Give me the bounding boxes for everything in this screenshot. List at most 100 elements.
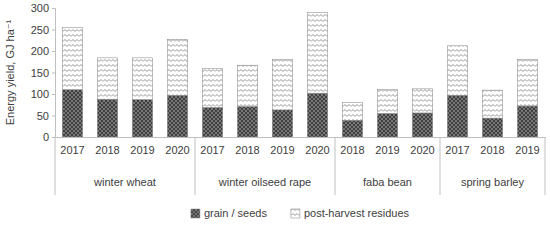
- bar-segment: [272, 110, 292, 137]
- bar-segment: [62, 90, 82, 137]
- legend-swatch: [291, 209, 300, 218]
- bar-segment: [412, 89, 432, 113]
- y-tick-label: 250: [31, 24, 49, 36]
- bar-segment: [517, 106, 537, 137]
- bar-segment: [237, 106, 257, 137]
- y-tick-mark: [52, 8, 55, 9]
- group-separator: [335, 137, 336, 195]
- bar-segment: [202, 107, 222, 137]
- y-tick-mark: [52, 116, 55, 117]
- y-tick-label: 50: [37, 110, 49, 122]
- x-tick-label: 2017: [200, 144, 224, 156]
- x-tick: 2018: [95, 144, 119, 156]
- group-separator: [55, 137, 56, 195]
- x-tick-label: 2018: [235, 144, 259, 156]
- y-tick: 50: [37, 110, 55, 122]
- bar-segment: [97, 58, 117, 99]
- chart: 0501001502002503002017201820192020201720…: [0, 0, 550, 225]
- bar-segment: [377, 90, 397, 114]
- x-tick-label: 2020: [410, 144, 434, 156]
- y-axis: 0 50 100 150 200 250 300: [31, 2, 56, 143]
- x-tick-label: 2019: [270, 144, 294, 156]
- y-tick-label: 200: [31, 45, 49, 57]
- x-tick: 2017: [200, 144, 224, 156]
- x-tick: 2019: [375, 144, 399, 156]
- y-tick: 300: [31, 2, 55, 14]
- y-tick-mark: [52, 30, 55, 31]
- bar-segment: [132, 100, 152, 137]
- x-tick: 2017: [445, 144, 469, 156]
- x-tick: 2020: [305, 144, 329, 156]
- bar-segment: [307, 13, 327, 93]
- bar-segment: [167, 39, 187, 95]
- x-tick-label: 2017: [445, 144, 469, 156]
- plot: 0501001502002503002017201820192020201720…: [31, 2, 546, 195]
- legend: grain / seeds post-harvest residues: [191, 207, 410, 219]
- x-axis-line: [56, 137, 546, 138]
- bar-segment: [342, 103, 362, 121]
- bar-segment: [412, 113, 432, 137]
- group-label: faba bean: [363, 176, 412, 188]
- y-tick-label: 0: [43, 131, 49, 143]
- x-tick-label: 2019: [515, 144, 539, 156]
- bar-segment: [517, 60, 537, 106]
- group-label: winter wheat: [93, 176, 156, 188]
- group-separator: [440, 137, 441, 195]
- x-tick: 2020: [410, 144, 434, 156]
- legend-swatch: [191, 209, 200, 218]
- y-tick: 200: [31, 45, 55, 57]
- x-tick-label: 2019: [130, 144, 154, 156]
- x-tick: 2019: [515, 144, 539, 156]
- legend-label: post-harvest residues: [304, 207, 410, 219]
- y-tick-mark: [52, 94, 55, 95]
- group-label: spring barley: [461, 176, 524, 188]
- x-tick-label: 2018: [480, 144, 504, 156]
- x-tick: 2018: [235, 144, 259, 156]
- legend-label: grain / seeds: [204, 207, 267, 219]
- x-tick: 2019: [270, 144, 294, 156]
- x-axis: 2017 2018 2019 2020 2017 2018 2019 2020 2018 2019…: [56, 138, 546, 156]
- group-label: winter oilseed rape: [218, 176, 311, 188]
- bar-segment: [167, 95, 187, 137]
- series-bars: [62, 13, 537, 121]
- group-separator: [195, 137, 196, 195]
- x-tick-label: 2018: [340, 144, 364, 156]
- x-tick: 2018: [340, 144, 364, 156]
- bar-segment: [447, 95, 467, 137]
- x-tick: 2017: [60, 144, 84, 156]
- group-separator: [545, 137, 546, 195]
- bar-segment: [447, 46, 467, 95]
- bar-segment: [482, 118, 502, 137]
- bar-segment: [342, 120, 362, 137]
- bar-segment: [377, 113, 397, 137]
- x-tick-label: 2018: [95, 144, 119, 156]
- bars: [62, 13, 537, 137]
- x-tick: 2020: [165, 144, 189, 156]
- y-tick-label: 300: [31, 2, 49, 14]
- y-tick: 100: [31, 88, 55, 100]
- legend-item: grain / seeds: [191, 207, 267, 219]
- category-groups: winter wheat winter oilseed rape faba bean…: [55, 137, 545, 195]
- x-tick: 2018: [480, 144, 504, 156]
- y-tick: 250: [31, 24, 55, 36]
- bar-segment: [272, 60, 292, 110]
- bar-segment: [237, 65, 257, 106]
- x-tick: 2019: [130, 144, 154, 156]
- x-tick-label: 2020: [165, 144, 189, 156]
- bar-segment: [97, 99, 117, 137]
- bar-segment: [202, 69, 222, 108]
- y-tick: 0: [43, 131, 55, 143]
- y-tick: 150: [31, 67, 55, 79]
- bar-segment: [482, 90, 502, 118]
- y-tick-label: 150: [31, 67, 49, 79]
- y-tick-mark: [52, 51, 55, 52]
- x-tick-label: 2017: [60, 144, 84, 156]
- x-tick-label: 2019: [375, 144, 399, 156]
- legend-item: post-harvest residues: [291, 207, 410, 219]
- y-tick-label: 100: [31, 88, 49, 100]
- y-tick-mark: [52, 73, 55, 74]
- x-tick-label: 2020: [305, 144, 329, 156]
- bar-segment: [307, 93, 327, 137]
- y-axis-line: [52, 9, 56, 138]
- bar-segment: [62, 27, 82, 89]
